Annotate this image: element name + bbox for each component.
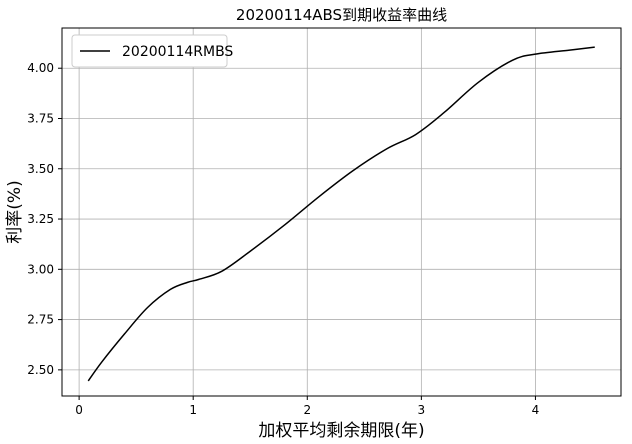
grid — [62, 28, 621, 396]
x-tick-label: 2 — [303, 403, 311, 417]
ticks: 0 1 2 3 4 2.50 2.75 3.00 3.25 3.50 3.75 4.00 — [27, 61, 539, 417]
y-tick-label: 3.25 — [27, 212, 54, 226]
x-tick-label: 1 — [189, 403, 197, 417]
chart-title: 20200114ABS到期收益率曲线 — [236, 6, 447, 24]
y-axis-label: 利率(%) — [5, 180, 25, 243]
legend-label: 20200114RMBS — [122, 44, 233, 60]
legend-box — [71, 34, 228, 68]
y-tick-label: 4.00 — [27, 61, 54, 75]
y-tick-label: 3.50 — [27, 162, 54, 176]
y-tick-label: 3.00 — [27, 262, 54, 276]
series-layer — [87, 46, 595, 382]
y-tick-label: 3.75 — [27, 111, 54, 125]
legend: 20200114RMBS — [71, 34, 233, 68]
series-line — [87, 46, 595, 382]
x-tick-label: 4 — [532, 403, 540, 417]
x-tick-label: 3 — [418, 403, 426, 417]
x-axis-label: 加权平均剩余期限(年) — [258, 421, 424, 441]
y-tick-label: 2.75 — [27, 313, 54, 327]
x-tick-label: 0 — [75, 403, 83, 417]
plot-frame — [61, 27, 622, 397]
y-tick-label: 2.50 — [27, 363, 54, 377]
